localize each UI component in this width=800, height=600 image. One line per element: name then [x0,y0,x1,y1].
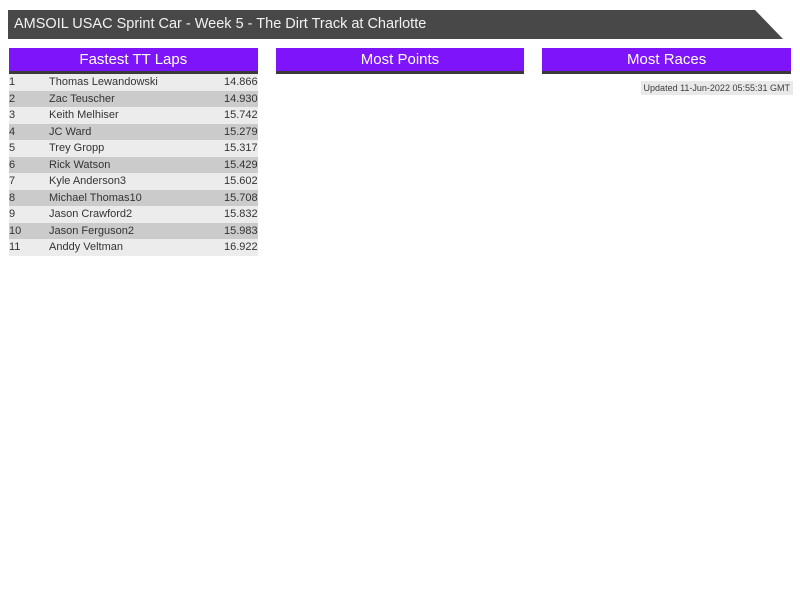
table-row: 7 Kyle Anderson3 15.602 [9,173,258,190]
driver-cell: Michael Thomas10 [49,191,142,204]
time-cell: 14.866 [224,76,258,89]
driver-cell: Anddy Veltman [49,241,123,254]
table-row: 8 Michael Thomas10 15.708 [9,189,258,206]
driver-cell: Rick Watson [49,158,111,171]
table-row: 4 JC Ward 15.279 [9,123,258,140]
time-cell: 15.279 [224,125,258,138]
time-cell: 15.708 [224,191,258,204]
most-points-header: Most Points [275,48,525,74]
rank-cell: 9 [9,208,16,221]
rank-cell: 8 [9,191,16,204]
time-cell: 15.742 [224,109,258,122]
driver-cell: Jason Crawford2 [49,208,133,221]
fastest-tt-laps-header: Fastest TT Laps [9,48,258,74]
table-row: 11 Anddy Veltman 16.922 [9,239,258,256]
updated-timestamp: Updated 11-Jun-2022 05:55:31 GMT [640,81,793,95]
table-row: 2 Zac Teuscher 14.930 [9,90,258,107]
time-cell: 15.832 [224,208,258,221]
rank-cell: 1 [9,76,16,89]
most-races-header: Most Races [542,48,791,74]
fastest-tt-laps-table: 1 Thomas Lewandowski 14.866 2 Zac Teusch… [9,74,258,256]
driver-cell: Zac Teuscher [49,92,115,105]
driver-cell: Keith Melhiser [49,109,119,122]
rank-cell: 2 [9,92,16,105]
columns-container: Fastest TT Laps 1 Thomas Lewandowski 14.… [0,48,800,256]
time-cell: 15.602 [224,175,258,188]
title-bar: AMSOIL USAC Sprint Car - Week 5 - The Di… [8,10,783,39]
table-row: 6 Rick Watson 15.429 [9,156,258,173]
driver-cell: Jason Ferguson2 [49,224,134,237]
driver-cell: Trey Gropp [49,142,105,155]
driver-cell: Kyle Anderson3 [49,175,127,188]
table-row: 9 Jason Crawford2 15.832 [9,206,258,223]
section-most-points: Most Points [267,48,534,256]
table-row: 10 Jason Ferguson2 15.983 [9,222,258,239]
rank-cell: 3 [9,109,16,122]
rank-cell: 6 [9,158,16,171]
section-fastest-tt-laps: Fastest TT Laps 1 Thomas Lewandowski 14.… [0,48,267,256]
updated-row: Updated 11-Jun-2022 05:55:31 GMT [542,78,793,96]
rank-cell: 10 [9,224,22,237]
leaderboard-page: AMSOIL USAC Sprint Car - Week 5 - The Di… [0,10,800,600]
time-cell: 15.317 [224,142,258,155]
driver-cell: Thomas Lewandowski [49,76,158,89]
table-row: 1 Thomas Lewandowski 14.866 [9,74,258,91]
section-most-races: Most Races Updated 11-Jun-2022 05:55:31 … [533,48,800,256]
time-cell: 16.922 [224,241,258,254]
table-row: 5 Trey Gropp 15.317 [9,140,258,157]
page-title: AMSOIL USAC Sprint Car - Week 5 - The Di… [14,16,427,32]
time-cell: 15.429 [224,158,258,171]
rank-cell: 5 [9,142,16,155]
driver-cell: JC Ward [49,125,92,138]
time-cell: 14.930 [224,92,258,105]
rank-cell: 11 [9,241,21,254]
table-row: 3 Keith Melhiser 15.742 [9,107,258,124]
rank-cell: 7 [9,175,16,188]
rank-cell: 4 [9,125,16,138]
time-cell: 15.983 [224,224,258,237]
